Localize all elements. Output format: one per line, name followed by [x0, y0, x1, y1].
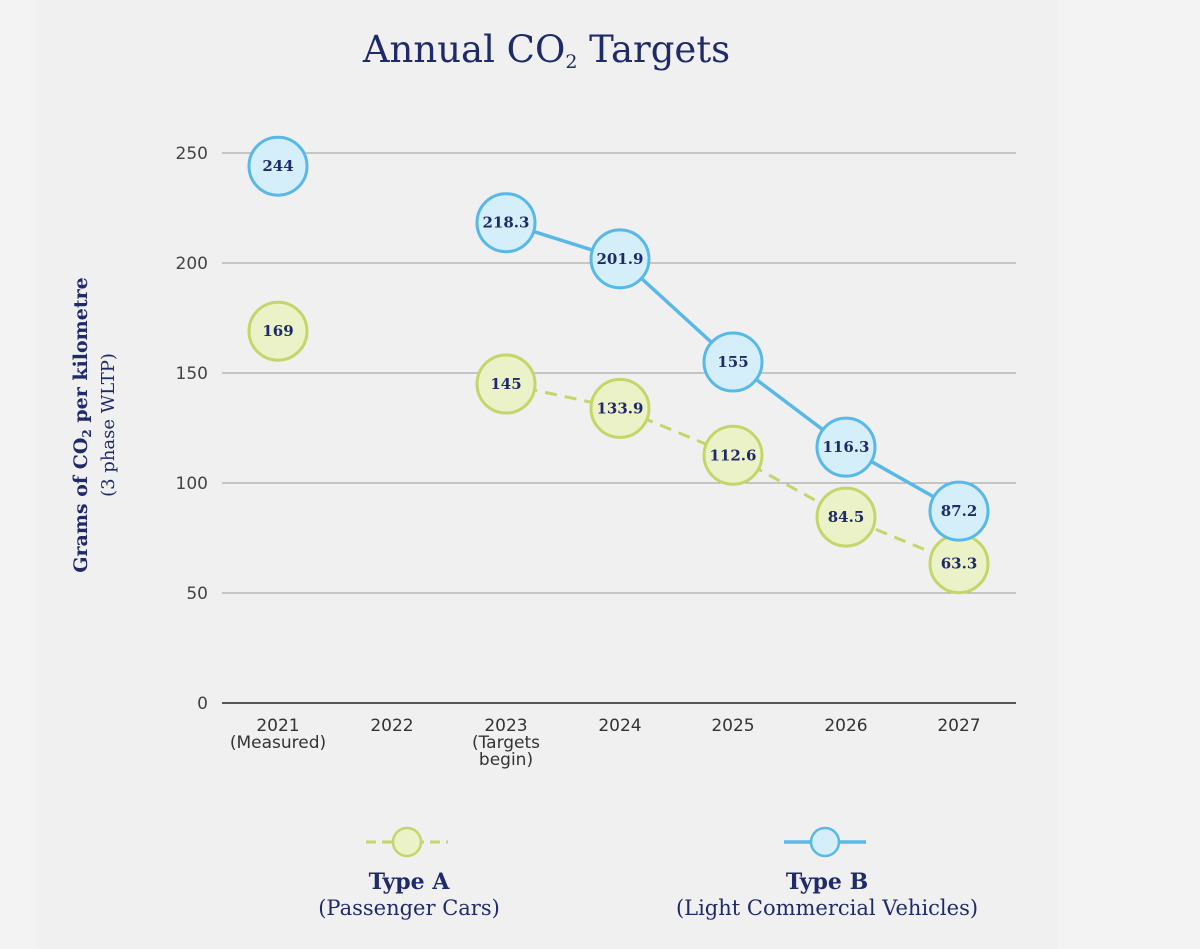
x-tick-label: 2024: [598, 716, 641, 736]
data-label: 169: [262, 322, 293, 340]
data-point: [702, 331, 764, 393]
data-label: 112.6: [710, 446, 757, 464]
y-tick-label: 250: [176, 144, 208, 164]
legend-marker-type-a: [391, 826, 423, 858]
y-tick-label: 50: [186, 584, 208, 604]
data-point: [815, 416, 877, 478]
x-tick-label: 2021 (Measured): [230, 716, 326, 753]
data-label: 145: [490, 375, 521, 393]
chart-panel: [36, 0, 1058, 949]
y-tick-label: 0: [197, 694, 208, 714]
data-label: 218.3: [483, 214, 530, 232]
data-label: 87.2: [941, 502, 978, 520]
data-point: [928, 480, 990, 542]
y-tick-label: 200: [176, 254, 208, 274]
x-tick-label: 2022: [370, 716, 413, 736]
data-point: [589, 228, 651, 290]
data-label: 201.9: [597, 250, 644, 268]
x-tick-label: 2026: [824, 716, 867, 736]
x-tick-label: 2023 (Targets begin): [472, 716, 540, 770]
data-point: [475, 353, 537, 415]
data-point: [702, 424, 764, 486]
data-label: 63.3: [941, 555, 978, 573]
data-label: 116.3: [823, 438, 870, 456]
legend-label-type-a: Type A (Passenger Cars): [318, 869, 500, 920]
data-label: 133.9: [597, 399, 644, 417]
data-point: [247, 300, 309, 362]
legend-label-type-b: Type B (Light Commercial Vehicles): [675, 869, 979, 920]
data-label: 244: [262, 157, 293, 175]
y-tick-label: 150: [176, 364, 208, 384]
x-tick-label: 2025: [711, 716, 754, 736]
x-tick-label: 2027: [937, 716, 980, 736]
data-point: [475, 192, 537, 254]
series-line-type-a: [505, 382, 960, 566]
y-tick-label: 100: [176, 474, 208, 494]
data-label: 155: [717, 353, 748, 371]
chart-title: Annual CO2 Targets: [362, 28, 731, 73]
legend-marker-type-b: [809, 826, 841, 858]
data-label: 84.5: [828, 508, 865, 526]
data-point: [815, 486, 877, 548]
data-point: [589, 377, 651, 439]
data-point: [247, 135, 309, 197]
